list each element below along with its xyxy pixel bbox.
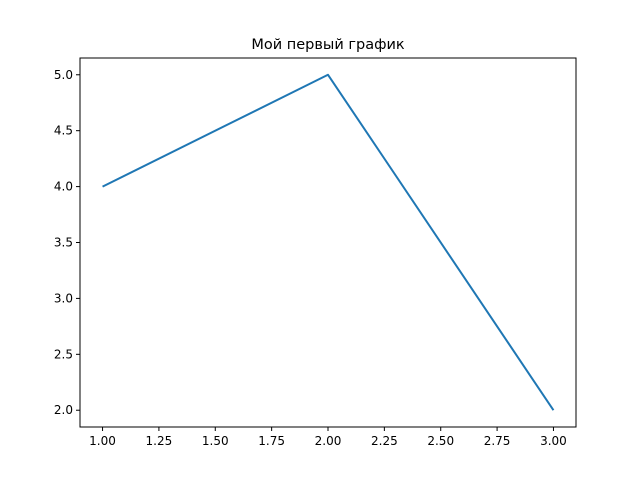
series-layer	[102, 73, 555, 411]
y-tick-label: 5.0	[54, 68, 73, 82]
x-tick-label: 2.25	[371, 434, 398, 448]
x-tick-label: 1.75	[258, 434, 285, 448]
y-tick-label: 3.5	[54, 236, 73, 250]
x-tick-label: 3.00	[540, 434, 567, 448]
x-tick-label: 2.00	[315, 434, 342, 448]
series-line-0	[102, 73, 555, 411]
x-tick-label: 1.25	[146, 434, 173, 448]
x-tick-label: 1.50	[202, 434, 229, 448]
plot-frame	[79, 57, 577, 428]
y-tick-label: 3.0	[54, 291, 73, 305]
plot-area	[80, 58, 576, 427]
y-tick-label: 4.0	[54, 180, 73, 194]
x-tick-label: 1.00	[89, 434, 116, 448]
x-axis: 1.00 1.25 1.50 1.75 2.00 2.25 2.50 2.75 3.00	[89, 427, 567, 448]
y-tick-label: 2.0	[54, 403, 73, 417]
y-axis: 2.0 2.5 3.0 3.5 4.0 4.5 5.0	[54, 68, 80, 417]
x-tick-label: 2.50	[427, 434, 454, 448]
y-tick-label: 2.5	[54, 347, 73, 361]
x-tick-label: 2.75	[484, 434, 511, 448]
chart-title: Мой первый график	[251, 37, 405, 53]
y-tick-label: 4.5	[54, 124, 73, 138]
